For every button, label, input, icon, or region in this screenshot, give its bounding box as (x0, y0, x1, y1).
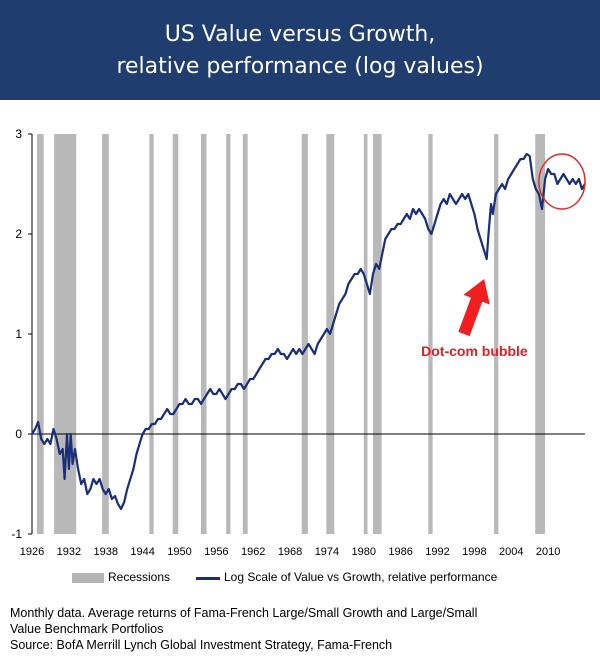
x-tick-label-0: 1926 (20, 546, 44, 558)
recession-band-0 (36, 134, 44, 534)
x-tick-label-6: 1962 (241, 546, 265, 558)
recession-band-5 (200, 134, 207, 534)
series-line-value-vs-growth (31, 152, 586, 511)
x-tick-label-2: 1938 (93, 546, 117, 558)
recession-band-2 (102, 134, 109, 534)
y-ticks: 3 2 1 0 -1 (11, 127, 32, 541)
recession-band-7 (242, 134, 248, 534)
x-tick-label-7: 1968 (278, 546, 302, 558)
y-tick-label-1: 2 (15, 227, 22, 241)
x-tick-label-3: 1944 (130, 546, 154, 558)
recession-band-11 (373, 134, 382, 534)
x-tick-label-12: 1998 (462, 546, 486, 558)
note-line-2: Value Benchmark Portfolios (10, 622, 164, 636)
recession-band-4 (172, 134, 179, 534)
x-tick-label-9: 1980 (352, 546, 376, 558)
legend-series-label: Log Scale of Value vs Growth, relative p… (224, 570, 498, 584)
recession-band-12 (428, 134, 433, 534)
chart-title: US Value versus Growth, (164, 22, 436, 47)
y-tick-label-3: 0 (15, 427, 22, 441)
title-bar: US Value versus Growth, relative perform… (0, 0, 600, 100)
legend-series-line-swatch (196, 577, 220, 580)
recession-band-14 (535, 134, 546, 534)
note-line-1: Monthly data. Average returns of Fama-Fr… (10, 606, 478, 620)
recession-band-10 (363, 134, 368, 534)
y-tick-label-2: 1 (15, 327, 22, 341)
chart-subtitle: relative performance (log values) (116, 54, 484, 79)
annotations: Dot-com bubble (421, 153, 586, 359)
x-tick-label-1: 1932 (57, 546, 81, 558)
source-line: Source: BofA Merrill Lynch Global Invest… (10, 638, 393, 652)
annotation-arrow (458, 279, 490, 337)
recession-band-6 (226, 134, 231, 534)
y-tick-label-0: 3 (15, 127, 22, 141)
recession-band-8 (301, 134, 308, 534)
recession-band-13 (494, 134, 499, 534)
x-tick-label-5: 1956 (204, 546, 228, 558)
y-tick-label-4: -1 (11, 527, 22, 541)
legend-recessions-label: Recessions (108, 570, 171, 584)
x-tick-label-11: 1992 (425, 546, 449, 558)
x-tick-label-10: 1986 (388, 546, 412, 558)
legend-recession-swatch (72, 573, 104, 583)
recession-band-3 (149, 134, 154, 534)
x-tick-label-4: 1950 (167, 546, 191, 558)
x-tick-label-8: 1974 (315, 546, 339, 558)
x-tick-label-13: 2004 (499, 546, 523, 558)
x-tick-label-14: 2010 (536, 546, 560, 558)
highlight-circle (538, 153, 586, 210)
x-ticks: 1926 1932 1938 1944 1950 1956 1962 1968 1974 1980… (20, 546, 561, 558)
annotation-dot-com-bubble: Dot-com bubble (421, 343, 528, 359)
